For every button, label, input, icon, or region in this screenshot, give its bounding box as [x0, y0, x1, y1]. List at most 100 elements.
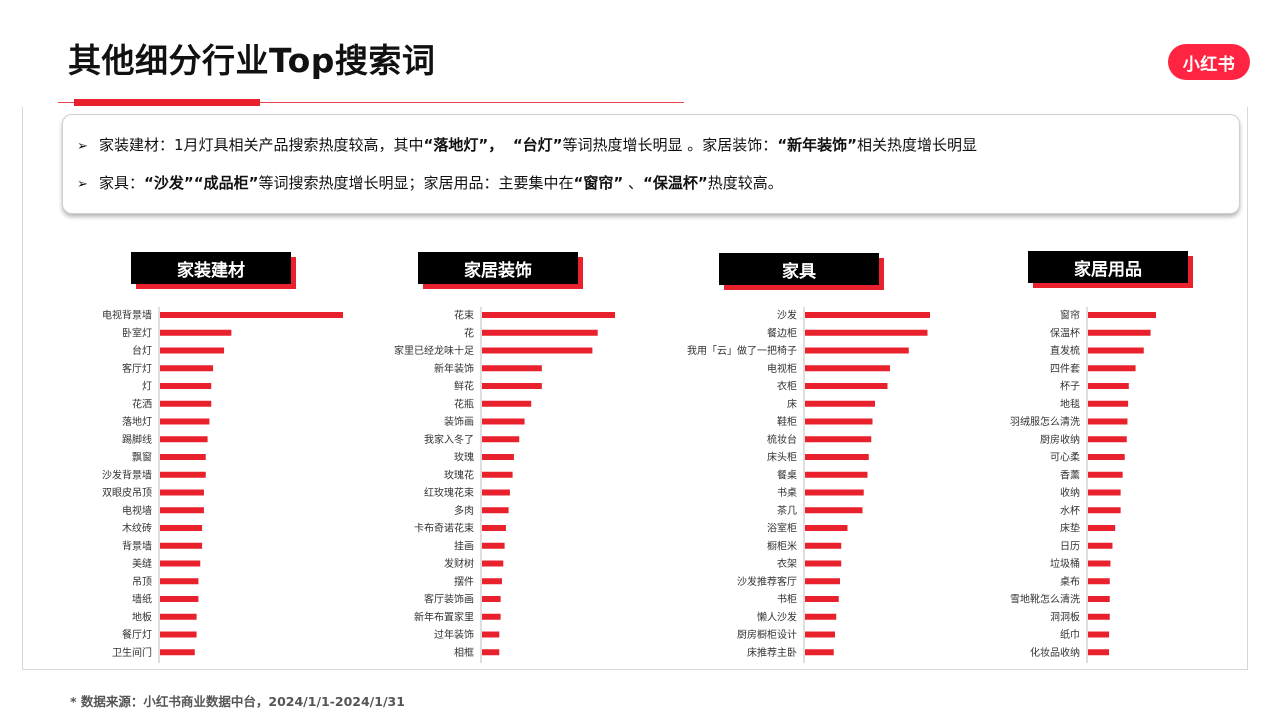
category-label: 四件套	[1050, 362, 1080, 375]
category-label: 化妆品收纳	[1030, 646, 1080, 659]
bar	[805, 347, 909, 354]
content-frame	[22, 107, 1248, 670]
page-title: 其他细分行业Top搜索词	[68, 41, 436, 80]
title-underline-thick	[74, 99, 260, 106]
category-label: 雪地靴怎么清洗	[1010, 593, 1080, 606]
bar	[1088, 471, 1123, 478]
category-label: 地毯	[1060, 397, 1080, 410]
bar	[482, 383, 542, 389]
bar	[805, 613, 837, 620]
bar	[1088, 383, 1129, 389]
bar	[805, 560, 842, 567]
bar	[482, 631, 500, 638]
bar	[805, 578, 840, 585]
summary-keyword: “保温杯”	[642, 174, 708, 192]
category-label: 踢脚线	[122, 433, 152, 446]
bar	[482, 365, 542, 372]
category-label: 梳妆台	[767, 433, 797, 446]
summary-keyword: “台灯”	[512, 136, 563, 154]
bar	[160, 525, 203, 531]
summary-line-1: ➢ 家装建材：1月灯具相关产品搜索热度较高，其中“落地灯”， “台灯”等词热度增长…	[77, 135, 977, 157]
bar	[1088, 312, 1156, 318]
bar	[1088, 347, 1144, 354]
category-label: 花洒	[132, 397, 152, 410]
bar	[805, 649, 834, 656]
bar	[482, 418, 525, 425]
bar	[482, 400, 532, 407]
bar	[805, 418, 873, 425]
category-label: 相框	[454, 646, 474, 659]
bar	[160, 489, 204, 496]
category-label: 书柜	[777, 593, 797, 606]
category-label: 羽绒服怎么清洗	[1010, 415, 1080, 428]
bar	[805, 365, 890, 372]
category-label: 水杯	[1060, 504, 1080, 517]
title-underline-thin	[58, 102, 684, 103]
bar	[805, 436, 872, 443]
category-label: 鞋柜	[777, 415, 797, 428]
category-label: 浴室柜	[767, 522, 797, 535]
bar	[160, 631, 197, 638]
summary-keyword: “窗帘”	[573, 174, 624, 192]
category-label: 香薰	[1060, 468, 1080, 481]
category-label: 玫瑰	[454, 451, 474, 464]
bar	[805, 383, 888, 389]
summary-keyword: “沙发”	[144, 174, 194, 192]
category-label: 衣架	[777, 557, 797, 570]
bar	[805, 400, 875, 407]
category-label: 卡布奇诺花束	[414, 522, 474, 535]
bar	[1088, 649, 1110, 656]
category-label: 电视柜	[767, 362, 797, 375]
category-label: 客厅灯	[122, 362, 152, 375]
category-label: 木纹砖	[122, 522, 152, 535]
category-label: 直发梳	[1050, 344, 1080, 357]
bar	[482, 596, 501, 602]
bar	[482, 489, 510, 496]
category-label: 卧室灯	[122, 326, 152, 339]
bar	[482, 542, 505, 549]
category-label: 餐桌	[777, 468, 797, 481]
category-label: 橱柜米	[767, 539, 797, 552]
category-label: 多肉	[454, 504, 474, 517]
category-label: 地板	[132, 610, 152, 623]
bar	[160, 365, 214, 372]
bar	[805, 542, 842, 549]
bar	[160, 471, 206, 478]
bar	[482, 312, 615, 318]
bar	[1088, 525, 1116, 531]
category-label: 客厅装饰画	[424, 593, 474, 606]
bar	[805, 471, 868, 478]
bar	[160, 383, 212, 389]
category-label: 家里已经龙味十足	[394, 344, 474, 357]
bar	[805, 507, 863, 514]
category-label: 装饰画	[444, 415, 474, 428]
panel-header-building-materials: 家装建材	[131, 252, 291, 284]
bar	[160, 312, 343, 318]
bar	[805, 525, 848, 531]
category-label: 杯子	[1060, 380, 1080, 393]
summary-text: 相关热度增长明显	[857, 136, 978, 154]
arrow-bullet-icon: ➢	[77, 139, 88, 154]
summary-text: 等词热度增长明显 。家居装饰：	[562, 136, 778, 154]
summary-keyword: “成品柜”	[193, 174, 259, 192]
category-label: 墙纸	[132, 593, 152, 606]
category-label: 可心柔	[1050, 452, 1080, 464]
category-label: 玫瑰花	[444, 468, 474, 481]
category-label: 洞洞板	[1050, 610, 1080, 623]
category-label: 新年布置家里	[414, 610, 474, 623]
bar	[1088, 560, 1111, 567]
category-label: 床	[787, 397, 797, 410]
category-label: 床头柜	[767, 451, 797, 464]
bar	[1088, 329, 1151, 336]
bar	[482, 436, 520, 443]
bar	[482, 525, 506, 531]
category-label: 桌布	[1060, 575, 1080, 588]
category-label: 床垫	[1060, 522, 1080, 535]
bar	[1088, 489, 1121, 496]
bar	[160, 329, 232, 336]
category-label: 台灯	[132, 344, 152, 357]
category-label: 电视墙	[122, 504, 152, 517]
summary-text: 、	[627, 174, 643, 192]
summary-box: ➢ 家装建材：1月灯具相关产品搜索热度较高，其中“落地灯”， “台灯”等词热度增长…	[62, 114, 1240, 214]
category-label: 电视背景墙	[102, 309, 152, 322]
